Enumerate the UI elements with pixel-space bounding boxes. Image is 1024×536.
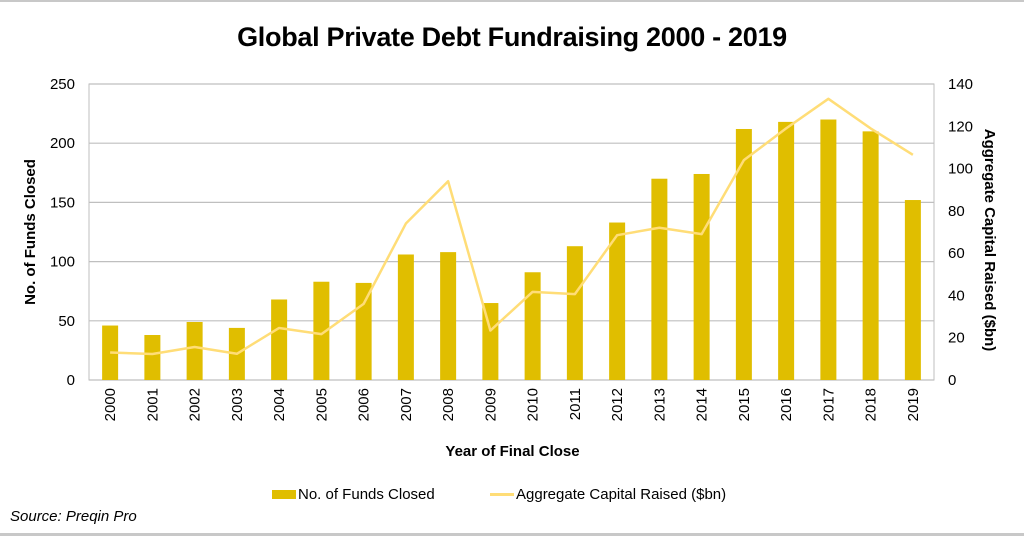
x-tick-label: 2013 [651, 388, 668, 421]
x-tick-label: 2009 [482, 388, 499, 421]
line-series [110, 97, 914, 356]
y2-tick-label: 140 [948, 76, 973, 93]
bar-2004 [271, 299, 288, 380]
bar-2014 [693, 173, 710, 380]
legend-line-swatch [490, 493, 514, 496]
x-tick-label: 2011 [567, 388, 584, 420]
bars-series [102, 119, 921, 381]
y-axis-title: No. of Funds Closed [22, 159, 39, 305]
x-axis-title: Year of Final Close [445, 443, 579, 460]
y2-tick-label: 80 [948, 203, 965, 220]
x-tick-label: 2014 [694, 388, 711, 421]
legend-item-funds: No. of Funds Closed [272, 486, 435, 503]
x-tick-label: 2004 [271, 388, 288, 421]
bar-2002 [186, 321, 203, 380]
x-tick-label: 2003 [229, 388, 246, 421]
x-tick-label: 2005 [313, 388, 330, 421]
x-tick-label: 2019 [905, 388, 922, 421]
y-tick-label: 150 [50, 194, 75, 211]
x-tick-label: 2018 [863, 388, 880, 421]
x-tick-label: 2012 [609, 388, 626, 421]
bar-2006 [355, 282, 372, 380]
bar-2008 [440, 252, 457, 380]
bar-2013 [651, 178, 668, 380]
plot-area [88, 83, 935, 381]
y2-tick-label: 20 [948, 330, 965, 347]
y2-tick-label: 0 [948, 372, 956, 389]
y-tick-label: 200 [50, 135, 75, 152]
legend-bar-swatch [272, 490, 296, 499]
y2-tick-label: 40 [948, 287, 965, 304]
source-note: Source: Preqin Pro [10, 508, 137, 525]
y-tick-label: 0 [67, 372, 75, 389]
x-tick-label: 2015 [736, 388, 753, 421]
y2-tick-label: 120 [948, 118, 973, 135]
right-axis-ticks: 0 20 40 60 80 100 120 140 [948, 76, 973, 389]
left-axis-ticks: 0 50 100 150 200 250 [50, 76, 75, 389]
gridlines [89, 83, 934, 381]
y-tick-label: 250 [50, 76, 75, 93]
bar-2009 [482, 303, 499, 380]
legend-label-funds: No. of Funds Closed [298, 486, 435, 503]
x-tick-label: 2010 [525, 388, 542, 421]
y2-tick-label: 100 [948, 161, 973, 178]
x-tick-label: 2008 [440, 388, 457, 421]
y-tick-label: 100 [50, 254, 75, 271]
capital-line [110, 97, 914, 356]
legend-label-capital: Aggregate Capital Raised ($bn) [516, 486, 727, 503]
x-tick-label: 2017 [820, 388, 837, 421]
x-tick-label: 2002 [187, 388, 204, 421]
chart-title: Global Private Debt Fundraising 2000 - 2… [237, 22, 787, 52]
bar-2001 [144, 335, 161, 380]
bar-2012 [609, 222, 626, 380]
y2-axis-title: Aggregate Capital Raised ($bn) [981, 129, 998, 352]
x-axis-ticks: 2000 2001 2002 2003 2004 2005 2006 2007 2008 2009… [102, 388, 922, 421]
bar-2011 [566, 246, 583, 380]
x-tick-label: 2001 [144, 388, 161, 421]
bar-2007 [397, 254, 414, 380]
x-tick-label: 2007 [398, 388, 415, 421]
bar-2017 [820, 119, 837, 381]
x-tick-label: 2016 [778, 388, 795, 421]
legend-item-capital: Aggregate Capital Raised ($bn) [490, 486, 726, 503]
y2-tick-label: 60 [948, 245, 965, 262]
x-tick-label: 2006 [356, 388, 373, 421]
x-tick-label: 2000 [102, 388, 119, 421]
bar-2019 [904, 200, 921, 380]
bar-2005 [313, 281, 330, 380]
bar-2015 [735, 128, 752, 380]
bar-2016 [778, 121, 795, 380]
bar-2010 [524, 272, 541, 380]
bar-2018 [862, 131, 879, 380]
y-tick-label: 50 [58, 313, 75, 330]
